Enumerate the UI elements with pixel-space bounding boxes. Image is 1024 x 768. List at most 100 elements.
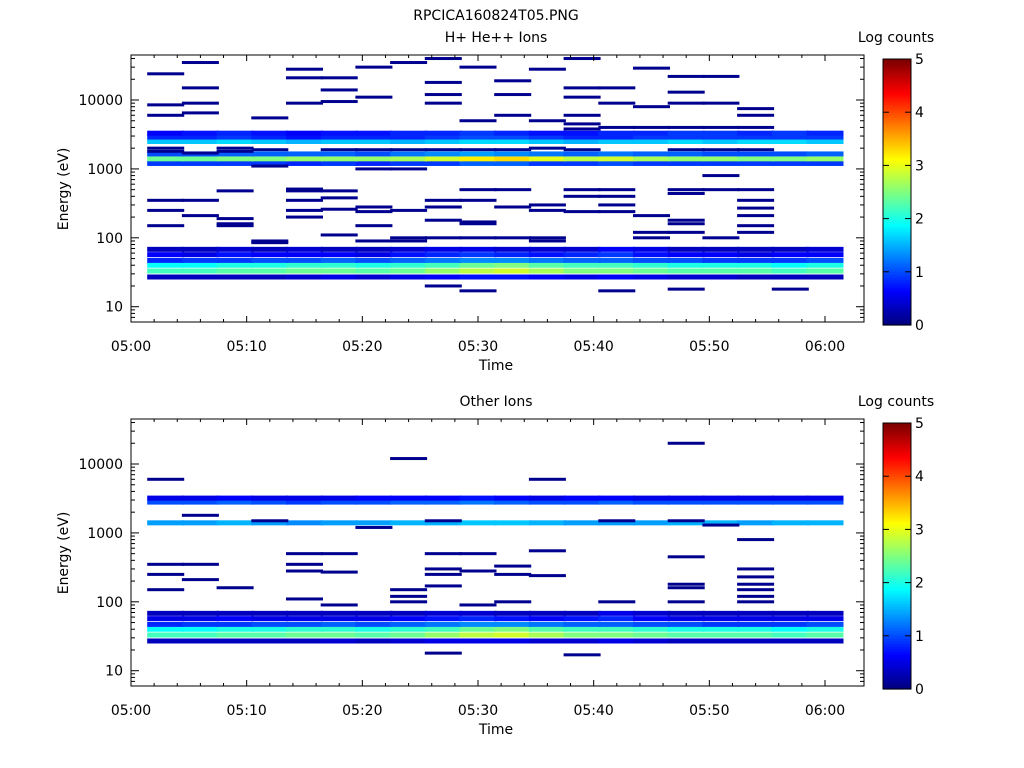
plot-frame — [130, 418, 865, 687]
heatmap-cell — [737, 616, 775, 622]
heatmap-cell — [806, 610, 844, 616]
heatmap-cell — [285, 246, 324, 252]
x-tick-label: 05:00 — [111, 339, 151, 355]
heatmap-cell — [390, 268, 428, 274]
heatmap-cell — [355, 626, 393, 632]
heatmap-cell — [390, 160, 428, 166]
heatmap-cell — [632, 268, 671, 274]
colorbar-swatch — [883, 438, 911, 443]
heatmap-cell — [181, 268, 219, 274]
colorbar-swatch — [883, 82, 911, 87]
heatmap-cell — [459, 246, 497, 252]
heatmap-cell — [285, 138, 324, 144]
heatmap-cell — [459, 148, 497, 152]
heatmap-cell — [632, 105, 671, 109]
heatmap-cell — [737, 246, 775, 252]
heatmap-cell — [424, 495, 462, 501]
heatmap-cell — [494, 138, 532, 144]
heatmap-cell — [147, 130, 185, 136]
heatmap-cell — [147, 149, 185, 153]
colorbar-swatch — [883, 290, 911, 294]
heatmap-cell — [494, 274, 532, 280]
heatmap-cell — [390, 208, 428, 212]
colorbar-swatch — [883, 74, 911, 79]
heatmap-cell — [667, 130, 705, 136]
heatmap-cell — [251, 138, 289, 144]
heatmap-cell — [632, 230, 671, 234]
heatmap-cell — [216, 499, 254, 505]
colorbar-swatch — [883, 446, 911, 451]
x-tick-label: 05:00 — [111, 703, 151, 719]
heatmap-cell — [459, 616, 497, 622]
heatmap-cell — [251, 519, 289, 523]
heatmap-cell — [702, 268, 740, 274]
heatmap-cell — [251, 632, 289, 638]
heatmap-cell — [494, 268, 532, 274]
colorbar-swatch — [883, 181, 911, 185]
heatmap-cell — [737, 257, 775, 263]
colorbar-swatch — [883, 266, 911, 270]
heatmap-cell — [598, 616, 636, 622]
heatmap-cell — [667, 582, 705, 586]
colorbar-swatch — [883, 513, 911, 517]
heatmap-cell — [424, 520, 462, 526]
colorbar-swatch — [883, 425, 911, 429]
heatmap-cell — [737, 626, 775, 632]
heatmap-cell — [390, 138, 428, 144]
heatmap-cell — [702, 160, 740, 166]
heatmap-cell — [424, 552, 462, 556]
heatmap-cell — [216, 189, 254, 193]
heatmap-cell — [806, 495, 844, 501]
heatmap-cell — [285, 616, 324, 622]
colorbar-swatch — [883, 582, 911, 586]
colorbar-swatch — [883, 492, 911, 496]
heatmap-cell — [285, 187, 324, 191]
heatmap-cell — [771, 246, 809, 252]
heatmap-cell — [390, 600, 428, 604]
colorbar-swatch — [883, 207, 911, 212]
colorbar-tick-label: 3 — [915, 158, 924, 174]
heatmap-cell — [598, 125, 636, 129]
heatmap-cell — [494, 626, 532, 632]
heatmap-cell — [181, 520, 219, 526]
heatmap-cell — [632, 156, 671, 162]
colorbar-swatch — [883, 532, 911, 536]
heatmap-cell — [424, 205, 462, 209]
heatmap-cell — [320, 246, 358, 252]
heatmap-cell — [494, 79, 532, 83]
colorbar-swatch — [883, 659, 911, 663]
heatmap-cell — [320, 196, 358, 200]
colorbar-swatch — [883, 80, 911, 84]
heatmap-cell — [702, 134, 740, 140]
heatmap-cell — [667, 499, 705, 505]
colorbar-swatch — [883, 295, 911, 299]
heatmap-cell — [598, 194, 636, 198]
heatmap-cell — [632, 138, 671, 144]
heatmap-cell — [771, 134, 809, 140]
heatmap-cell — [355, 210, 393, 214]
colorbar-swatch — [883, 197, 911, 201]
heatmap-cell — [424, 246, 462, 252]
heatmap-cell — [390, 626, 428, 632]
heatmap-cell — [424, 626, 462, 632]
heatmap-cell — [320, 207, 358, 211]
heatmap-cell — [667, 134, 705, 140]
heatmap-cell — [598, 86, 636, 90]
heatmap-cell — [216, 274, 254, 280]
x-tick-label: 06:00 — [805, 703, 845, 719]
heatmap-cell — [251, 116, 289, 120]
heatmap-cell — [147, 138, 185, 144]
colorbar-swatch — [883, 271, 911, 276]
heatmap-cell — [390, 252, 428, 258]
figure-title: RPCICA160824T05.PNG — [413, 8, 578, 24]
heatmap-cell — [563, 610, 601, 616]
heatmap-cell — [459, 610, 497, 616]
heatmap-cell — [806, 257, 844, 263]
heatmap-cell — [390, 499, 428, 505]
heatmap-cell — [806, 638, 844, 644]
heatmap-cell — [806, 151, 844, 157]
heatmap-cell — [598, 138, 636, 144]
heatmap-cell — [320, 138, 358, 144]
heatmap-cell — [632, 257, 671, 263]
heatmap-cell — [251, 164, 289, 168]
